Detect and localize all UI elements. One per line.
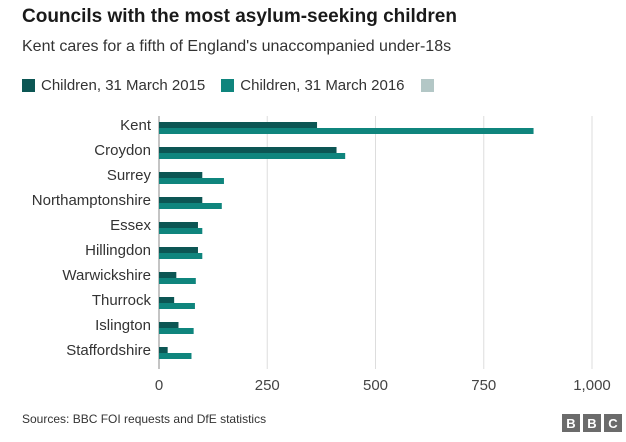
bbc-logo-block-c: C — [604, 414, 622, 432]
category-label-hillingdon: Hillingdon — [85, 242, 151, 259]
category-label-thurrock: Thurrock — [92, 292, 152, 309]
bar-surrey-2015 — [159, 172, 203, 178]
category-label-kent: Kent — [120, 117, 152, 134]
bar-northamptonshire-2015 — [159, 197, 203, 203]
legend-item-2015: Children, 31 March 2015 — [22, 77, 205, 94]
legend: Children, 31 March 2015 Children, 31 Mar… — [22, 75, 456, 95]
bar-croydon-2016 — [159, 153, 346, 159]
bar-surrey-2016 — [159, 178, 224, 184]
x-tick-label-500: 500 — [363, 377, 388, 394]
x-tick-label-1000: 1,000 — [573, 377, 611, 394]
legend-swatch-2015 — [22, 78, 35, 92]
legend-item-2016: Children, 31 March 2016 — [221, 76, 405, 94]
legend-item-extra — [420, 78, 440, 92]
bar-croydon-2015 — [159, 147, 337, 153]
bar-warwickshire-2015 — [159, 272, 177, 278]
bbc-logo-block-b2: B — [583, 414, 601, 432]
bar-islington-2015 — [159, 322, 179, 328]
source-note: Sources: BBC FOI requests and DfE statis… — [22, 412, 267, 426]
bar-thurrock-2016 — [159, 303, 195, 309]
bar-staffordshire-2015 — [159, 347, 168, 353]
bar-staffordshire-2016 — [159, 353, 192, 359]
legend-swatch-extra — [420, 78, 434, 92]
x-tick-label-750: 750 — [471, 377, 496, 394]
bar-hillingdon-2016 — [159, 253, 203, 259]
category-label-croydon: Croydon — [94, 142, 151, 159]
category-label-staffordshire: Staffordshire — [66, 342, 151, 359]
category-label-surrey: Surrey — [107, 167, 152, 184]
bar-kent-2015 — [159, 122, 318, 128]
bar-hillingdon-2015 — [159, 247, 198, 253]
category-label-warwickshire: Warwickshire — [62, 267, 151, 284]
chart-subtitle: Kent cares for a fifth of England's unac… — [22, 38, 452, 55]
bbc-logo-block-b1: B — [562, 414, 580, 432]
bar-kent-2016 — [159, 128, 534, 134]
category-label-islington: Islington — [95, 317, 151, 334]
bar-chart: 0 250 500 750 1,000 Kent Croydon Surrey Northamp… — [32, 116, 611, 394]
bar-thurrock-2015 — [159, 297, 175, 303]
bbc-logo: B B C — [559, 414, 622, 432]
bar-islington-2016 — [159, 328, 194, 334]
legend-label-2016: Children, 31 March 2016 — [240, 76, 405, 94]
category-label-northamptonshire: Northamptonshire — [32, 192, 151, 209]
bar-essex-2016 — [159, 228, 203, 234]
legend-swatch-2016 — [221, 78, 235, 92]
bar-warwickshire-2016 — [159, 278, 196, 284]
category-label-essex: Essex — [110, 217, 151, 234]
bar-essex-2015 — [159, 222, 198, 228]
bar-northamptonshire-2016 — [159, 203, 222, 209]
legend-label-2015: Children, 31 March 2015 — [41, 76, 206, 94]
chart-title: Councils with the most asylum-seeking ch… — [22, 6, 457, 27]
x-tick-label-250: 250 — [255, 377, 280, 394]
x-tick-label-0: 0 — [155, 377, 163, 394]
